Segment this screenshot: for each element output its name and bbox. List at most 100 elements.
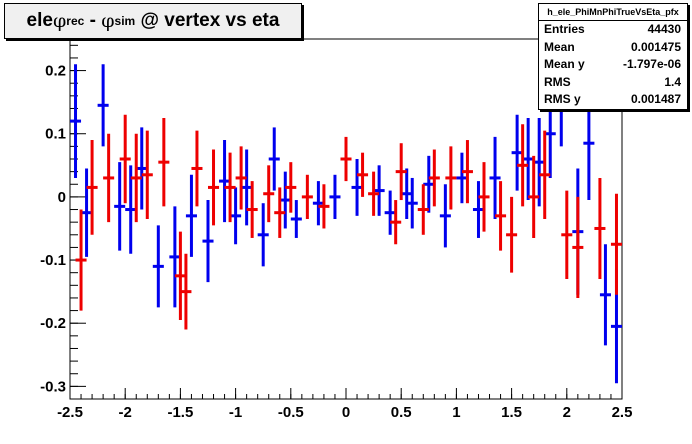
plot-title: ele φ rec - φ sim @ vertex vs eta xyxy=(4,3,302,39)
red-point xyxy=(285,162,297,213)
blue-point xyxy=(312,181,324,226)
blue-point xyxy=(97,64,109,147)
red-point xyxy=(368,171,380,216)
x-tick-label: -2 xyxy=(119,404,132,421)
stats-label: Mean xyxy=(544,39,575,54)
stats-label: RMS xyxy=(544,74,571,89)
blue-point xyxy=(70,64,82,178)
x-tick-label: -1.5 xyxy=(167,404,193,421)
red-point xyxy=(158,117,170,207)
blue-point xyxy=(423,155,435,213)
x-tick-label: 2.5 xyxy=(612,404,633,421)
blue-point xyxy=(241,149,253,226)
title-phi-rec: φ xyxy=(52,10,67,32)
x-tick-label: 0 xyxy=(342,404,350,421)
blue-point xyxy=(511,114,523,191)
x-tick-label: 2 xyxy=(563,404,571,421)
red-point xyxy=(506,196,518,273)
red-point xyxy=(517,124,529,207)
red-point xyxy=(235,146,247,210)
x-tick-label: -2.5 xyxy=(57,404,83,421)
stats-row-rms-y: RMS y 0.001487 xyxy=(539,91,687,109)
stats-histogram-name: h_ele_PhiMnPhiTrueVsEta_pfx xyxy=(539,4,687,21)
red-point xyxy=(208,149,220,226)
red-point xyxy=(594,177,606,279)
red-point xyxy=(528,155,540,238)
stats-label: Mean y xyxy=(544,57,585,72)
blue-point xyxy=(202,200,214,283)
blue-point xyxy=(489,136,501,219)
y-tick-label: 0.1 xyxy=(45,126,66,143)
blue-point xyxy=(456,152,468,204)
red-point xyxy=(119,114,131,204)
red-point xyxy=(445,146,457,210)
blue-point xyxy=(152,225,164,308)
blue-point xyxy=(472,181,484,238)
blue-point xyxy=(439,184,451,248)
red-point xyxy=(174,231,186,321)
blue-point xyxy=(114,162,126,251)
title-sub-sim: sim xyxy=(114,14,136,28)
blue-point xyxy=(329,174,341,219)
stats-value: -1.797e-06 xyxy=(622,57,681,72)
red-point xyxy=(417,184,429,235)
red-point xyxy=(191,130,203,207)
y-tick-label: -0.2 xyxy=(40,315,66,332)
blue-point xyxy=(279,171,291,229)
title-sub-rec: rec xyxy=(66,14,85,28)
stats-value: 0.001475 xyxy=(630,39,681,54)
blue-point xyxy=(230,187,242,245)
stats-value: 0.001487 xyxy=(630,92,681,107)
blue-point xyxy=(290,200,302,238)
y-tick-label: 0 xyxy=(58,189,66,206)
axes: -2.5 -2 -1.5 -1 -0.5 0 0.5 1 1.5 2 2.5 -0.3 -0.2 -0.1… xyxy=(40,44,633,421)
blue-point xyxy=(219,140,231,223)
blue-point xyxy=(406,177,418,229)
stats-row-mean: Mean 0.001475 xyxy=(539,39,687,57)
x-tick-label: 1.5 xyxy=(501,404,522,421)
title-minus: - xyxy=(84,10,102,31)
blue-point xyxy=(384,190,396,235)
red-point xyxy=(103,133,115,223)
blue-point xyxy=(125,165,137,254)
red-point xyxy=(130,133,142,223)
red-point xyxy=(301,174,313,219)
x-tick-label: -0.5 xyxy=(278,404,304,421)
red-point xyxy=(428,149,440,207)
title-phi-sim: φ xyxy=(101,10,115,32)
red-point xyxy=(75,209,87,311)
x-tick-label: -1 xyxy=(229,404,242,421)
red-point xyxy=(390,200,402,245)
blue-point xyxy=(81,168,93,257)
red-point xyxy=(461,140,473,204)
red-point xyxy=(141,130,153,219)
blue-point xyxy=(136,127,148,210)
stats-label: RMS y xyxy=(544,92,581,107)
red-point xyxy=(86,140,98,235)
blue-point xyxy=(373,165,385,216)
stats-value: 1.4 xyxy=(664,74,681,89)
blue-point xyxy=(401,168,413,219)
stats-box: h_ele_PhiMnPhiTrueVsEta_pfx Entries 44430… xyxy=(538,3,688,110)
blue-point xyxy=(522,117,534,201)
x-tick-label: 1 xyxy=(452,404,460,421)
red-point xyxy=(357,152,369,197)
title-prefix: ele xyxy=(26,10,53,31)
red-point xyxy=(274,187,286,238)
blue-point xyxy=(599,244,611,346)
y-tick-label: -0.3 xyxy=(40,378,66,395)
red-point xyxy=(539,130,551,219)
red-point xyxy=(340,136,352,182)
blue-point xyxy=(169,206,181,308)
blue-point xyxy=(268,127,280,191)
data-markers xyxy=(70,45,622,384)
red-point xyxy=(610,193,622,295)
blue-point xyxy=(185,174,197,257)
red-point xyxy=(572,196,584,298)
y-tick-label: -0.1 xyxy=(40,252,66,269)
stats-row-entries: Entries 44430 xyxy=(539,21,687,39)
red-point xyxy=(318,184,330,229)
blue-point xyxy=(257,203,269,267)
stats-row-mean-y: Mean y -1.797e-06 xyxy=(539,56,687,74)
x-tick-label: 0.5 xyxy=(391,404,412,421)
